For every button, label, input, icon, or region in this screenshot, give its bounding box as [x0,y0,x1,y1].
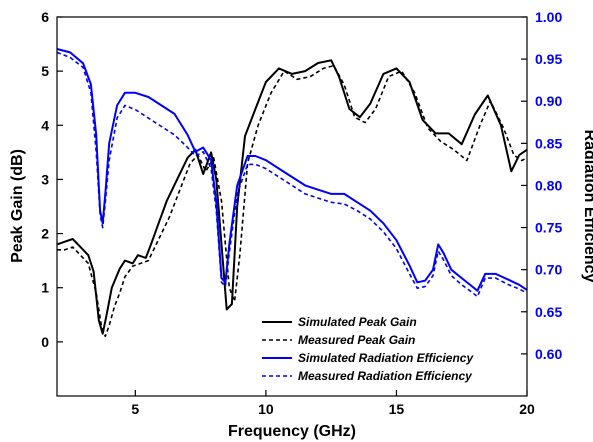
y-left-tick-label: 0 [41,334,49,350]
y-right-tick-label: 0.65 [535,304,562,320]
y-right-tick-label: 0.95 [535,51,562,67]
legend-label-measured-peak-gain: Measured Peak Gain [298,333,415,347]
series-line-measured-radiation-efficiency [56,51,528,298]
series-lines [56,48,528,338]
y-axis-left-label: Peak Gain (dB) [9,149,26,263]
y-left-tick-label: 3 [41,171,49,187]
x-tick-label: 5 [131,401,139,417]
plot-frame [56,16,528,397]
y-right-tick-label: 0.85 [535,135,562,151]
y-right-tick-label: 0.75 [535,220,562,236]
y-right-tick-label: 0.60 [535,346,562,362]
y-right-tick-label: 0.70 [535,262,562,278]
series-line-simulated-peak-gain [56,59,528,335]
y-right-tick-label: 0.80 [535,177,562,193]
y-left-tick-label: 4 [41,117,49,133]
legend: Simulated Peak Gain Measured Peak Gain Sim… [262,315,474,383]
y-left-tick-label: 5 [41,63,49,79]
x-tick-label: 10 [258,401,274,417]
y-left-tick-label: 2 [41,226,49,242]
x-tick-label: 20 [519,401,535,417]
x-axis-label: Frequency (GHz) [228,423,356,440]
y-left-tick-label: 1 [41,280,49,296]
legend-label-simulated-peak-gain: Simulated Peak Gain [298,315,417,329]
y-right-tick-label: 0.90 [535,93,562,109]
legend-label-simulated-radiation-efficiency: Simulated Radiation Efficiency [298,351,474,365]
legend-label-measured-radiation-efficiency: Measured Radiation Efficiency [298,369,473,383]
x-tick-label: 15 [389,401,405,417]
y-left-tick-label: 6 [41,9,49,25]
y-right-tick-label: 1.00 [535,9,562,25]
y-axis-right-label: Radiation Efficiency [581,130,593,283]
series-line-measured-peak-gain [57,64,528,338]
axis-ticks: 0 1 2 3 4 5 6 0.60 0.65 0.70 0.75 0.80 0.85 0.90 0.95 1… [41,9,562,417]
series-line-simulated-radiation-efficiency [56,48,528,292]
